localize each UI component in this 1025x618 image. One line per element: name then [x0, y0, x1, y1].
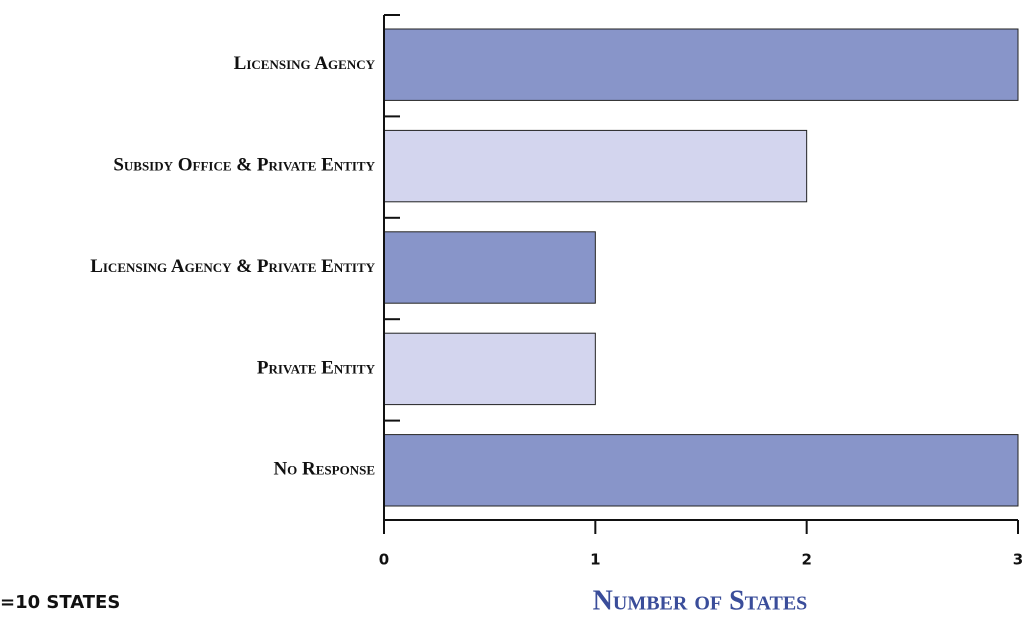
bar	[383, 231, 596, 304]
bar	[383, 129, 808, 203]
y-tick-label: Private Entity	[257, 357, 376, 378]
bar	[383, 332, 596, 406]
x-tick-label: 3	[1013, 551, 1023, 569]
y-tick-label: Subsidy Office & Private Entity	[113, 154, 375, 175]
x-tick-label: 1	[590, 551, 600, 569]
x-tick-label: 2	[801, 551, 811, 569]
annotation: =10 STATES	[0, 592, 120, 613]
x-tick-label: 0	[379, 551, 389, 569]
y-tick-label: No Response	[273, 459, 375, 480]
bar	[383, 434, 1019, 507]
y-tick-label: Licensing Agency	[234, 53, 376, 74]
x-axis-label: Number of States	[593, 585, 808, 616]
bar	[383, 28, 1019, 101]
y-tick-label: Licensing Agency & Private Entity	[90, 256, 375, 277]
